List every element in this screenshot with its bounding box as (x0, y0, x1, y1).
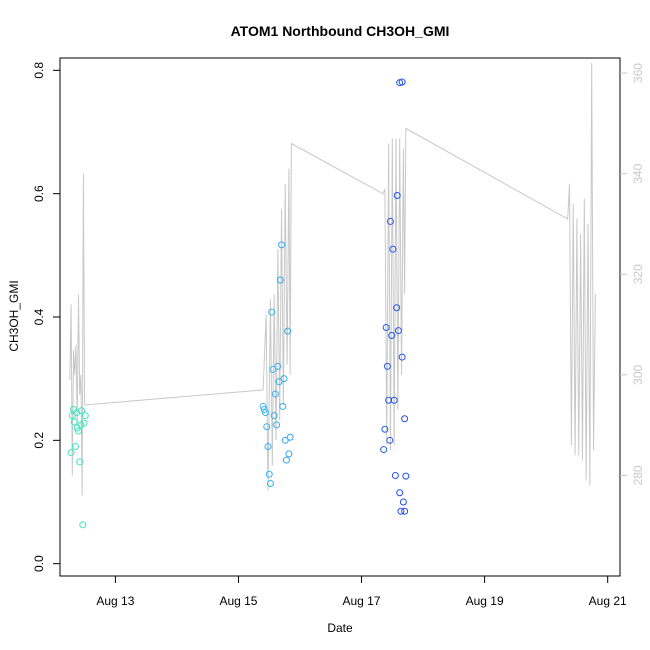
x-tick-label: Aug 13 (96, 594, 134, 608)
x-axis-label: Date (327, 621, 353, 635)
line-series (69, 63, 596, 496)
data-point (402, 472, 410, 480)
y-tick-label: 0.0 (32, 555, 46, 572)
data-point (285, 450, 293, 458)
point-layer (67, 78, 410, 529)
data-point (281, 436, 289, 444)
data-point (67, 449, 75, 457)
data-point (399, 498, 407, 506)
data-point (390, 396, 398, 404)
data-point (286, 433, 294, 441)
y-tick-label: 0.2 (32, 432, 46, 449)
y-tick-label: 0.6 (32, 185, 46, 202)
data-point (284, 327, 292, 335)
y2-tick-label: 280 (631, 465, 645, 485)
data-point (398, 353, 406, 361)
y2-tick-label: 340 (631, 163, 645, 183)
line-layer (69, 63, 596, 496)
y2-tick-label: 320 (631, 264, 645, 284)
y-axis-label: CH3OH_GMI (7, 280, 21, 351)
data-point (79, 521, 87, 529)
data-point (70, 418, 78, 426)
data-point (393, 304, 401, 312)
data-point (271, 390, 279, 398)
data-point (76, 458, 84, 466)
data-point (381, 425, 389, 433)
data-point (391, 471, 399, 479)
data-point (380, 446, 388, 454)
data-point (274, 362, 282, 370)
data-point (78, 407, 86, 415)
data-point (269, 365, 277, 373)
data-point (282, 456, 290, 464)
y-tick-label: 0.8 (32, 62, 46, 79)
y2-tick-label: 360 (631, 63, 645, 83)
data-point (396, 489, 404, 497)
data-point (279, 402, 287, 410)
data-point (265, 470, 273, 478)
data-point (270, 412, 278, 420)
data-point (393, 192, 401, 200)
chart-title: ATOM1 Northbound CH3OH_GMI (231, 23, 450, 39)
data-point (259, 402, 267, 410)
data-point (386, 436, 394, 444)
data-point (401, 415, 409, 423)
data-point (71, 443, 79, 450)
data-point (266, 480, 274, 487)
data-point (388, 332, 396, 339)
data-point (273, 421, 281, 429)
data-point (382, 323, 390, 331)
data-point (263, 423, 271, 431)
data-point (262, 409, 270, 417)
data-point (74, 427, 82, 435)
y-tick-label: 0.4 (32, 308, 46, 325)
data-point (389, 245, 397, 253)
data-point (401, 507, 409, 515)
axis-layer: Aug 13 Aug 15 Aug 17 Aug 19 Aug 21 0.0 0.2 0.4 0… (32, 62, 645, 608)
data-point (383, 362, 391, 370)
data-point (81, 412, 89, 420)
y2-tick-label: 300 (631, 365, 645, 385)
data-point (397, 507, 405, 515)
data-point (386, 217, 394, 225)
plot-frame (59, 57, 621, 577)
x-tick-label: Aug 19 (466, 594, 504, 608)
x-tick-label: Aug 15 (219, 594, 257, 608)
data-point (264, 443, 272, 450)
x-tick-label: Aug 21 (589, 594, 627, 608)
data-point (275, 378, 283, 386)
data-point (260, 406, 268, 413)
data-point (278, 241, 286, 249)
x-tick-label: Aug 17 (343, 594, 381, 608)
data-point (280, 375, 288, 383)
data-point (268, 308, 276, 316)
data-point (398, 78, 406, 86)
data-point (80, 419, 88, 427)
data-point (394, 327, 402, 335)
data-point (276, 276, 284, 284)
